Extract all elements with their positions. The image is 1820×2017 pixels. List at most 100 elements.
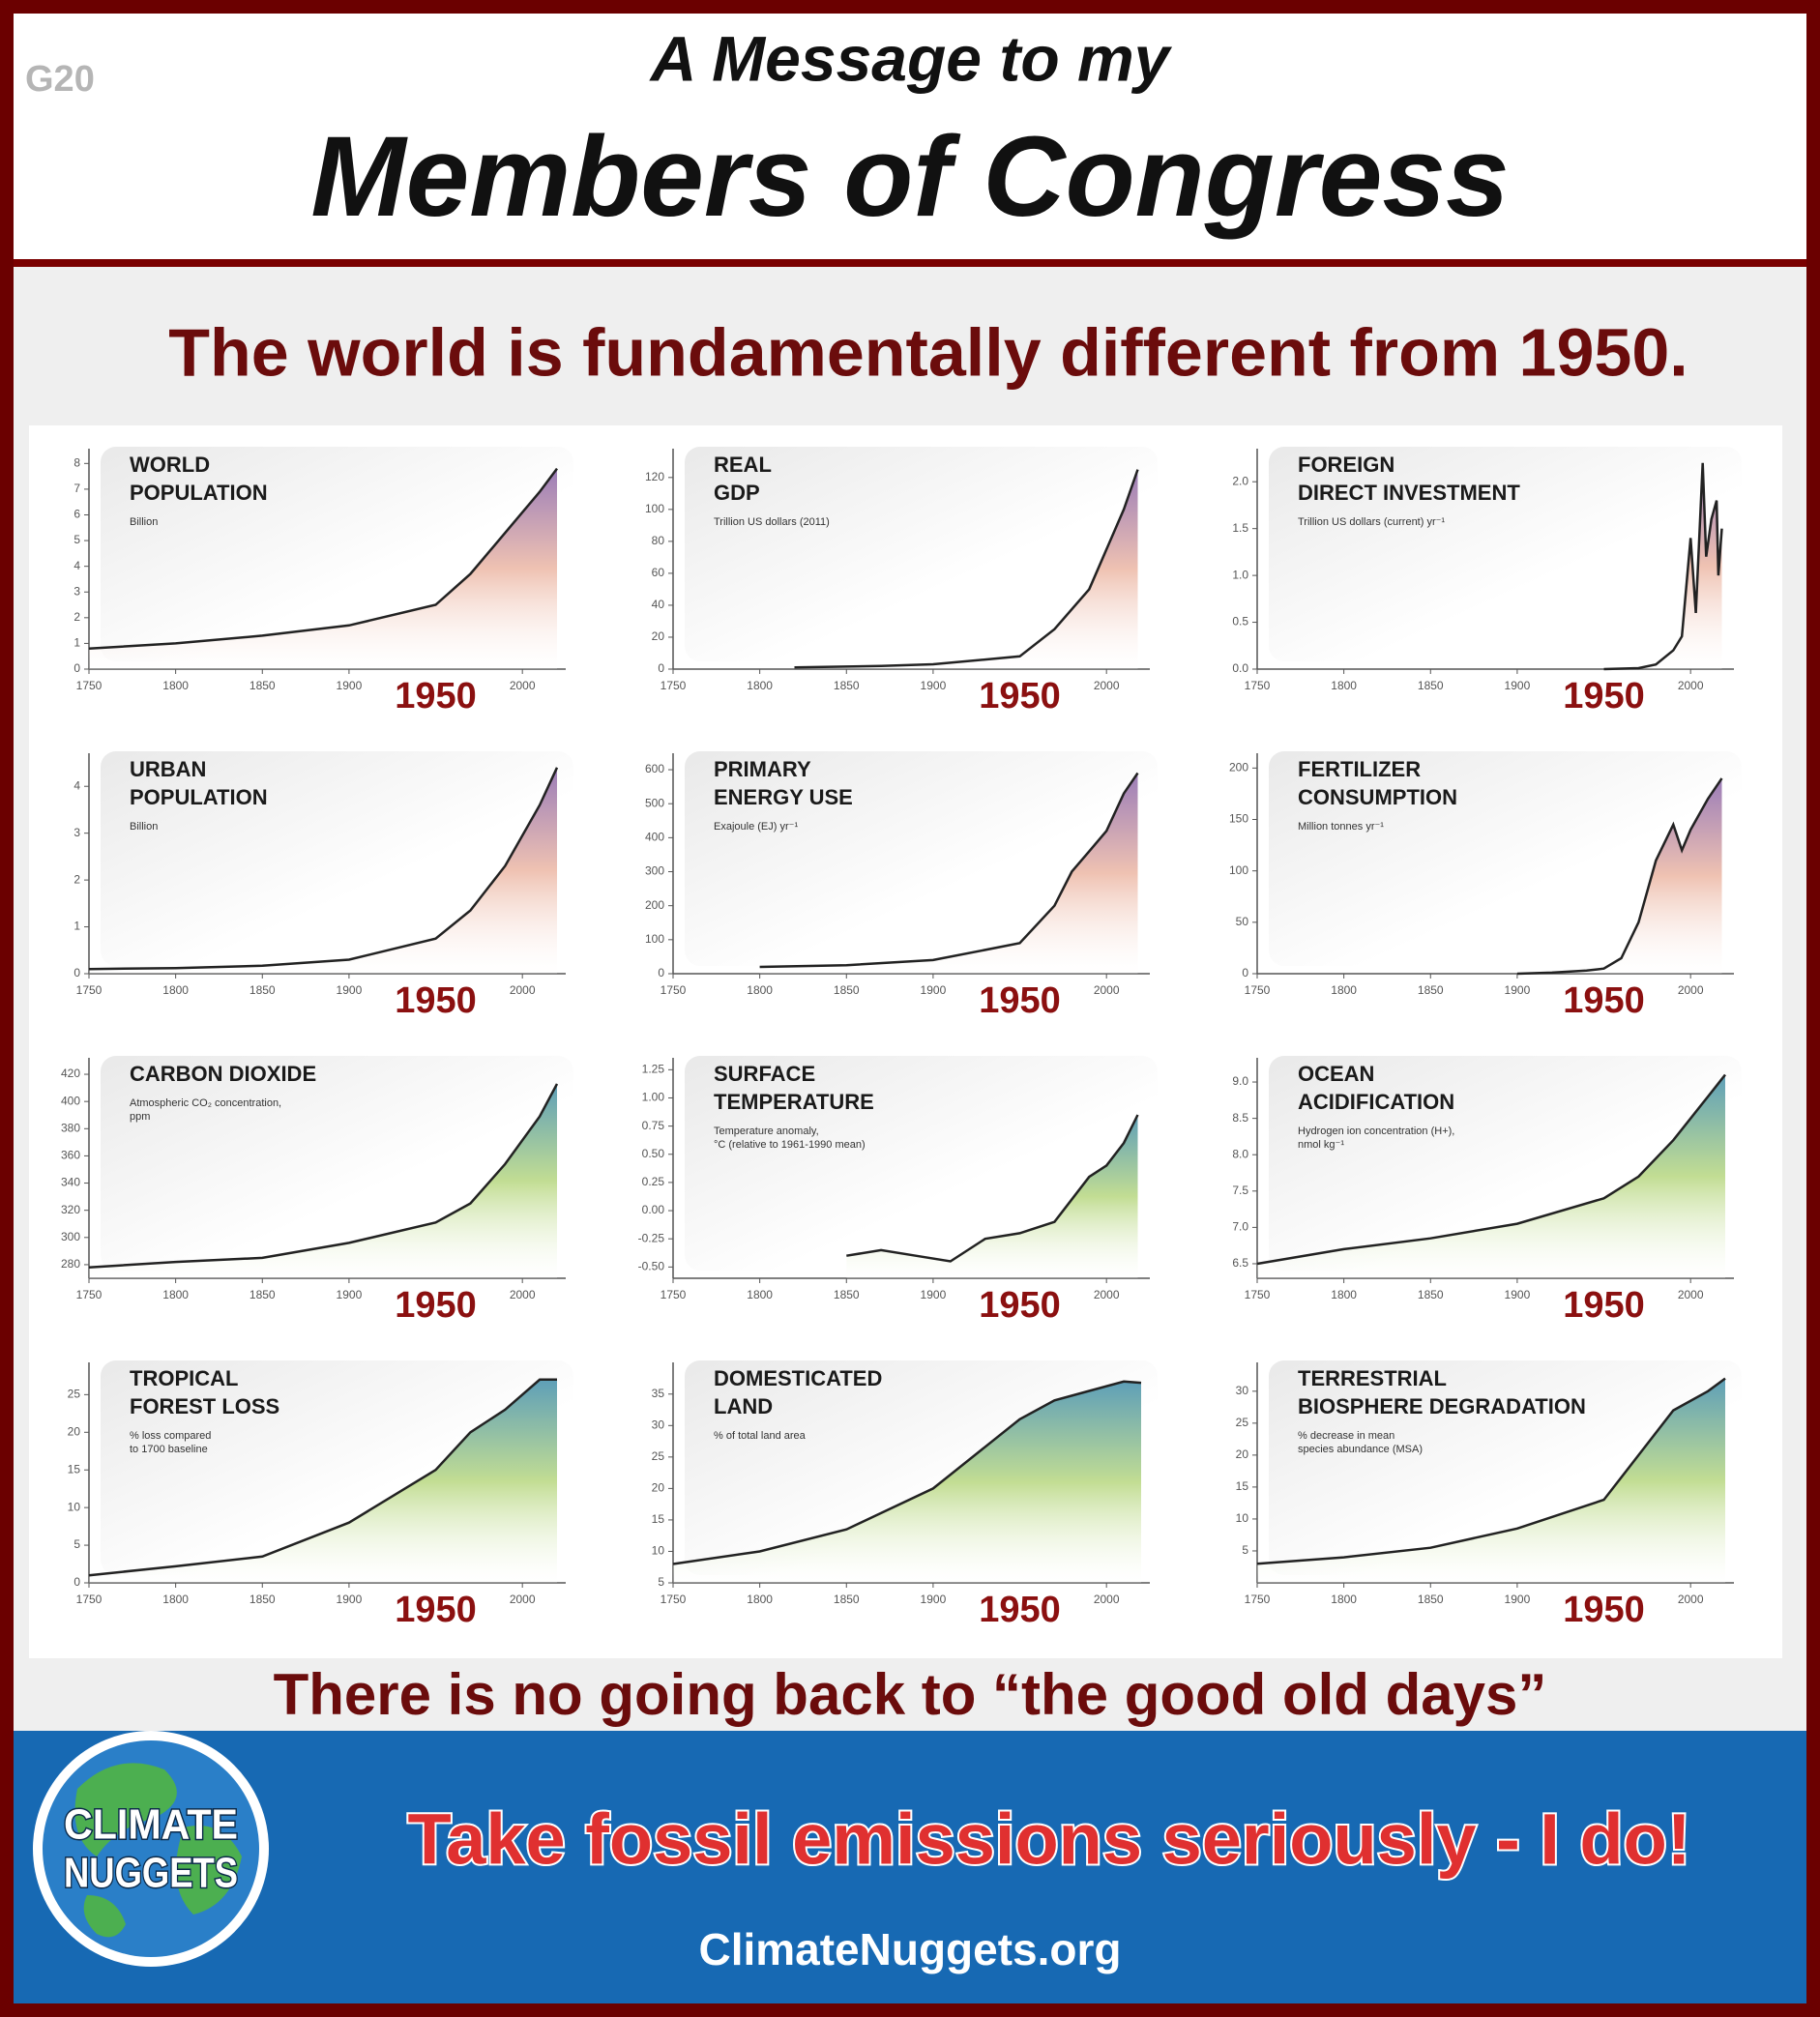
chart-subtitle: Trillion US dollars (current) yr⁻¹ [1298, 516, 1445, 528]
area [1516, 778, 1722, 974]
y-tick-label: 4 [73, 559, 80, 572]
x-tick-label: 1850 [250, 679, 276, 692]
y-tick-label: 1 [73, 920, 80, 933]
chart-title: LAND [714, 1394, 773, 1418]
line [1256, 1377, 1726, 1565]
y-tick-label: 3 [73, 584, 80, 598]
x-tick-label: 1750 [1245, 1288, 1271, 1301]
chart-subtitle: Trillion US dollars (2011) [714, 516, 830, 528]
x-tick-label: 1850 [250, 1593, 276, 1606]
x-tick-label: 1850 [834, 1593, 860, 1606]
line [846, 1114, 1139, 1263]
y-tick-label: 20 [68, 1424, 81, 1438]
line [1603, 462, 1723, 671]
chart-title: CONSUMPTION [1298, 785, 1457, 809]
y-tick-label: 5 [73, 1537, 80, 1551]
highlight-year: 1950 [395, 676, 477, 716]
y-tick-label: 0 [73, 661, 80, 675]
x-tick-label: 1900 [337, 1288, 363, 1301]
x-tick-label: 2000 [510, 1288, 536, 1301]
line [88, 1378, 557, 1577]
y-tick-label: 30 [652, 1418, 665, 1431]
plot-background [685, 1056, 1158, 1271]
area [1257, 1378, 1725, 1583]
y-tick-label: 200 [1229, 760, 1248, 774]
chart-subtitle: ppm [130, 1111, 150, 1123]
plot-background [1269, 751, 1742, 966]
y-tick-label: 7.5 [1232, 1184, 1248, 1197]
plot-background [1269, 447, 1742, 661]
y-tick-label: 8 [73, 455, 80, 469]
y-tick-label: 0 [658, 661, 664, 675]
x-tick-label: 1750 [76, 1593, 103, 1606]
plot-background [101, 751, 573, 966]
x-tick-label: 1850 [1418, 983, 1444, 997]
chart-subtitle: % of total land area [714, 1430, 807, 1442]
chart-subtitle: % decrease in mean [1298, 1430, 1394, 1442]
x-tick-label: 1850 [250, 1288, 276, 1301]
x-tick-label: 2000 [1678, 1288, 1704, 1301]
y-tick-label: 360 [61, 1149, 80, 1162]
x-tick-label: 1800 [162, 1288, 189, 1301]
highlight-year: 1950 [395, 980, 477, 1021]
x-tick-label: 1750 [660, 1593, 687, 1606]
area [673, 1381, 1141, 1583]
x-tick-label: 1800 [747, 983, 773, 997]
x-tick-label: 1900 [1505, 1288, 1531, 1301]
y-tick-label: 5 [73, 533, 80, 546]
x-tick-label: 1800 [162, 679, 189, 692]
y-tick-label: 0 [658, 966, 664, 979]
x-tick-label: 1850 [1418, 1288, 1444, 1301]
x-tick-label: 1750 [1245, 1593, 1271, 1606]
x-tick-label: 1800 [1331, 679, 1357, 692]
chart-title: BIOSPHERE DEGRADATION [1298, 1394, 1586, 1418]
x-tick-label: 1800 [747, 1288, 773, 1301]
y-tick-label: 0.5 [1232, 615, 1248, 628]
logo-text: CLIMATE [64, 1801, 238, 1849]
y-tick-label: 340 [61, 1176, 80, 1189]
line [88, 1083, 559, 1269]
y-tick-label: 80 [652, 534, 665, 547]
y-tick-label: 60 [652, 566, 665, 579]
y-tick-label: 5 [658, 1575, 664, 1589]
header-rule [14, 259, 1806, 267]
highlight-year: 1950 [979, 980, 1061, 1021]
chart-subtitle: Temperature anomaly, [714, 1125, 819, 1137]
chart-title: DOMESTICATED [714, 1366, 882, 1390]
x-tick-label: 2000 [1094, 1288, 1120, 1301]
x-tick-label: 1850 [834, 983, 860, 997]
y-tick-label: -0.25 [638, 1231, 665, 1244]
chart-subtitle: Million tonnes yr⁻¹ [1298, 821, 1384, 833]
chart-subtitle: Billion [130, 516, 158, 528]
chart-title: PRIMARY [714, 757, 811, 781]
headline: The world is fundamentally different fro… [168, 314, 1688, 390]
y-tick-label: 300 [61, 1230, 80, 1243]
chart-subtitle: % loss compared [130, 1430, 211, 1442]
x-tick-label: 1900 [1505, 679, 1531, 692]
area [89, 468, 557, 669]
chart-title: WORLD [130, 453, 210, 477]
y-tick-label: 6 [73, 508, 80, 521]
x-tick-label: 1800 [1331, 983, 1357, 997]
footer-band [14, 1731, 1806, 2003]
url[interactable]: ClimateNuggets.org [698, 1924, 1121, 1974]
x-tick-label: 1750 [660, 983, 687, 997]
y-tick-label: 4 [73, 778, 80, 792]
chart-subtitle: Billion [130, 821, 158, 833]
plot-background [685, 751, 1158, 966]
small-chart: 5 10 15 20 25 30 35 1750 1800 1850 1900 2000 DOMESTI… [652, 1360, 1158, 1630]
header-title: Members of Congress [310, 113, 1509, 241]
y-tick-label: 5 [1242, 1543, 1248, 1557]
line [1256, 1073, 1726, 1266]
x-tick-label: 1900 [337, 983, 363, 997]
small-chart: 0 5 10 15 20 25 1750 1800 1850 1900 2000 TROPICAL FO… [68, 1360, 573, 1630]
y-tick-label: 0.25 [642, 1175, 665, 1188]
line [88, 467, 559, 650]
x-tick-label: 1900 [1505, 1593, 1531, 1606]
x-tick-label: 1750 [1245, 679, 1271, 692]
y-tick-label: 100 [645, 502, 664, 515]
y-tick-label: 6.5 [1232, 1256, 1248, 1270]
x-tick-label: 1900 [337, 1593, 363, 1606]
